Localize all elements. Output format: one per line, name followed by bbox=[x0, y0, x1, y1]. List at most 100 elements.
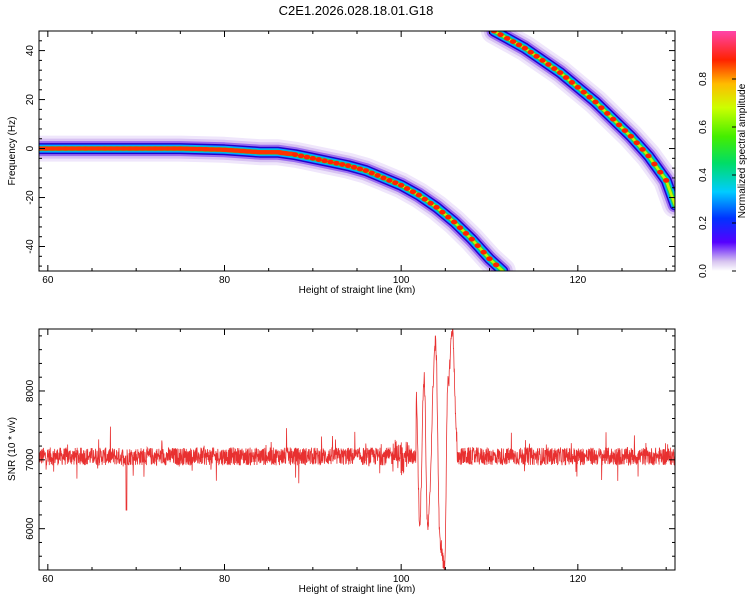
spectrogram-peak bbox=[374, 173, 381, 178]
spectrogram-peak bbox=[439, 209, 446, 215]
spectrogram-peak bbox=[456, 225, 464, 231]
spectrogram-peak bbox=[586, 94, 593, 100]
snr-y-tick-label: 7000 bbox=[25, 448, 36, 471]
spectrogram-peak bbox=[333, 160, 340, 166]
spectrogram-x-tick-label: 60 bbox=[42, 275, 54, 286]
spectrogram-peak bbox=[445, 214, 452, 220]
snr-x-tick-label: 60 bbox=[42, 574, 54, 585]
spectrogram-tracks bbox=[39, 31, 675, 271]
spectrogram-track-2-layer bbox=[492, 31, 675, 207]
spectrogram-y-axis-label: Frequency (Hz) bbox=[7, 117, 18, 186]
spectrogram-peak bbox=[527, 49, 534, 55]
spectrogram-peak bbox=[574, 84, 582, 90]
spectrogram-y-tick-label: -40 bbox=[25, 239, 36, 254]
spectrogram-peak bbox=[657, 169, 664, 175]
spectrogram-peak bbox=[421, 196, 428, 202]
spectrogram-peak bbox=[297, 153, 305, 159]
colorbar-tick-label: 0.0 bbox=[698, 264, 709, 278]
spectrogram-peak bbox=[515, 42, 523, 48]
colorbar-tick-label: 0.8 bbox=[698, 72, 709, 86]
spectrogram-peak bbox=[462, 231, 470, 236]
spectrogram-peak bbox=[339, 162, 346, 167]
spectrogram-peak bbox=[662, 177, 670, 183]
colorbar-tick-label: 0.2 bbox=[698, 216, 709, 230]
snr-y-axis-label: SNR (10 * v/v) bbox=[7, 417, 18, 481]
spectrogram-peak bbox=[350, 164, 358, 170]
spectrogram-peak bbox=[344, 163, 352, 169]
spectrogram-peak bbox=[392, 180, 399, 186]
colorbar-tick-label: 0.4 bbox=[698, 168, 709, 182]
spectrogram-x-axis-label: Height of straight line (km) bbox=[299, 285, 416, 296]
spectrogram-peak bbox=[651, 161, 658, 167]
snr-x-tick-label: 80 bbox=[219, 574, 231, 585]
spectrogram-peak bbox=[474, 243, 481, 249]
snr-x-axis-label: Height of straight line (km) bbox=[299, 584, 416, 595]
spectrogram-peak bbox=[598, 105, 605, 111]
spectrogram-peak bbox=[409, 189, 417, 195]
spectrogram-peak bbox=[397, 182, 405, 188]
spectrogram-peak bbox=[562, 75, 570, 80]
figure-title: C2E1.2026.028.18.01.G18 bbox=[279, 3, 434, 18]
spectrogram-x-tick-label: 80 bbox=[219, 275, 231, 286]
spectrogram-peak bbox=[551, 66, 558, 71]
spectrogram-peak bbox=[539, 57, 546, 63]
spectrogram-peak bbox=[609, 116, 617, 122]
spectrogram-peak bbox=[592, 99, 599, 105]
spectrogram-peak bbox=[509, 39, 517, 45]
spectrogram-x-tick-label: 100 bbox=[393, 275, 410, 286]
spectrogram-peak bbox=[503, 35, 511, 41]
colorbar-scale bbox=[712, 31, 736, 271]
spectrogram-peak bbox=[568, 80, 576, 85]
spectrogram-peak bbox=[556, 70, 564, 76]
spectrogram-y-tick-label: 40 bbox=[25, 45, 36, 57]
spectrogram-peak bbox=[433, 204, 440, 210]
spectrogram-peak bbox=[533, 53, 540, 59]
spectrogram-peak bbox=[386, 177, 393, 183]
spectrogram-peak bbox=[492, 262, 500, 268]
spectrogram-peak bbox=[645, 153, 652, 159]
spectrogram-peak bbox=[362, 168, 370, 173]
snr-x-tick-label: 120 bbox=[569, 574, 586, 585]
spectrogram-peak bbox=[490, 31, 498, 34]
spectrogram-peak bbox=[309, 155, 317, 161]
spectrogram-x-tick-label: 120 bbox=[569, 275, 586, 286]
spectrogram-peak bbox=[486, 256, 493, 262]
spectrogram-peak bbox=[380, 175, 387, 181]
spectrogram-peak bbox=[627, 133, 635, 139]
spectrogram-peak bbox=[633, 140, 640, 146]
spectrogram-peak bbox=[315, 157, 322, 162]
snr-series-line bbox=[39, 329, 675, 570]
spectrogram-peak bbox=[415, 192, 423, 198]
snr-y-tick-label: 8000 bbox=[25, 379, 36, 402]
spectrogram-peak bbox=[327, 159, 334, 165]
spectrogram-peak bbox=[621, 128, 629, 133]
spectrogram-panel: 60 80 100 120 -40 -20 0 20 40 Height of straight… bbox=[7, 30, 676, 296]
spectrogram-peak bbox=[615, 122, 623, 128]
spectrogram-peak bbox=[450, 219, 458, 225]
snr-x-tick-label: 100 bbox=[393, 574, 410, 585]
spectrogram-peak bbox=[321, 158, 328, 164]
snr-axes: 60 80 100 120 6000 7000 8000 bbox=[25, 329, 675, 585]
colorbar-ticks: 0.0 0.2 0.4 0.6 0.8 bbox=[698, 72, 736, 278]
spectrogram-peak bbox=[580, 89, 587, 95]
colorbar-tick-label: 0.6 bbox=[698, 120, 709, 134]
colorbar-label: Normalized spectral amplitude bbox=[737, 83, 748, 218]
spectrogram-y-tick-label: 0 bbox=[25, 145, 36, 151]
spectrogram-peak bbox=[368, 170, 375, 176]
spectrogram-peak bbox=[604, 111, 611, 116]
spectrogram-peak bbox=[639, 146, 646, 152]
spectrogram-axes: 60 80 100 120 -40 -20 0 20 40 bbox=[25, 30, 675, 286]
spectrogram-peak bbox=[356, 166, 364, 172]
spectrogram-peak bbox=[480, 249, 487, 255]
spectrogram-peak bbox=[521, 45, 529, 51]
spectrogram-peak bbox=[427, 200, 434, 206]
snr-plot-area bbox=[39, 329, 675, 570]
spectrogram-y-tick-label: -20 bbox=[25, 190, 36, 205]
spectrogram-peak bbox=[468, 236, 476, 242]
spectrogram-peak bbox=[545, 62, 552, 67]
snr-y-tick-label: 6000 bbox=[25, 517, 36, 540]
spectrogram-peak bbox=[403, 186, 411, 191]
snr-panel: 60 80 100 120 6000 7000 8000 Height of straigh… bbox=[7, 328, 676, 595]
spectrogram-peak bbox=[303, 154, 311, 160]
